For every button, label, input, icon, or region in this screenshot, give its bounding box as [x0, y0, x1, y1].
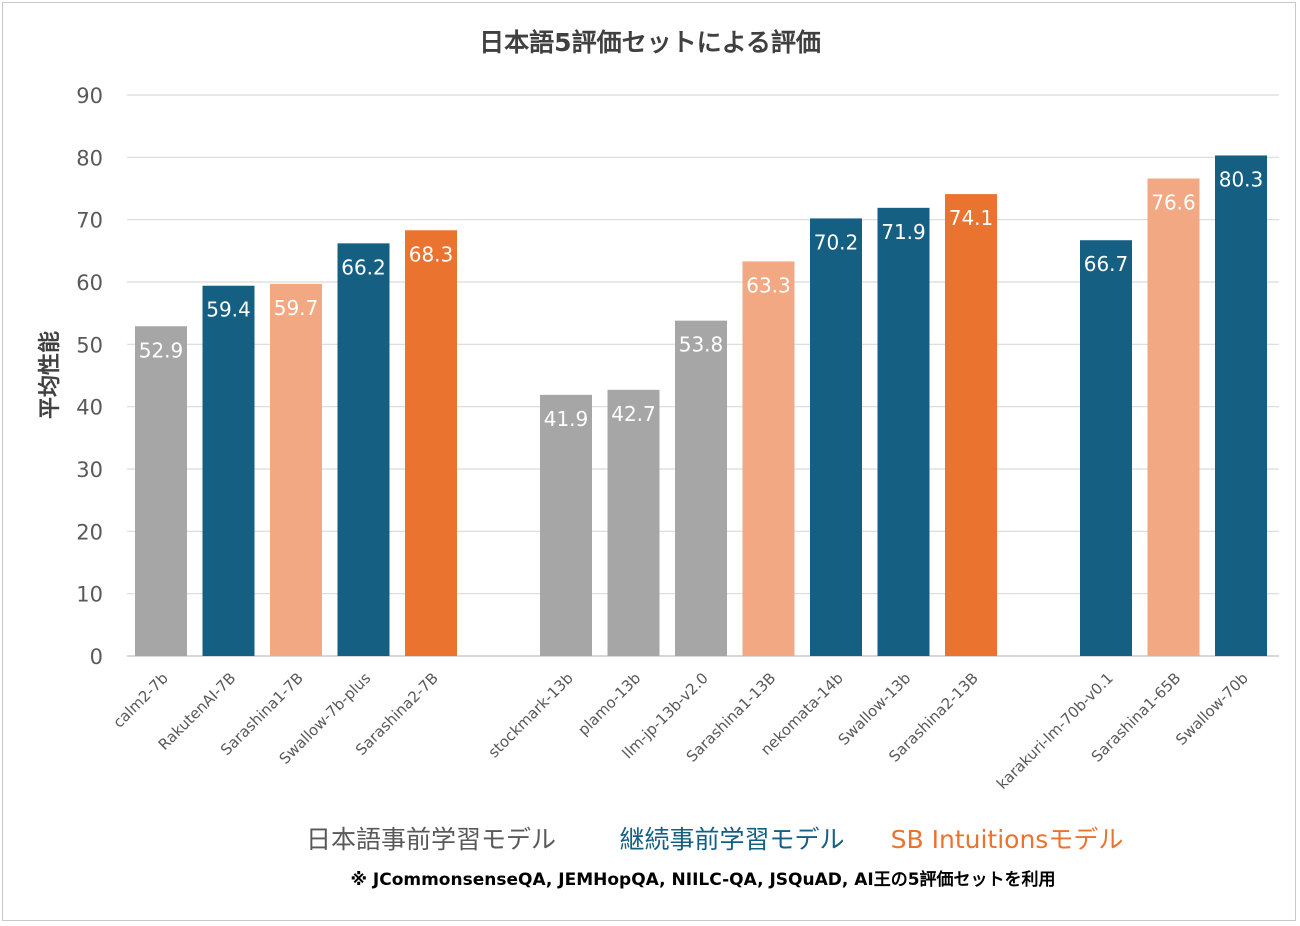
bar-value-label: 71.9 — [881, 220, 926, 244]
y-axis-label: 平均性能 — [37, 331, 63, 419]
bar-Sarashina2-13B — [945, 194, 997, 657]
x-tick-label: calm2-7b — [109, 669, 171, 731]
x-tick-label: plamo-13b — [574, 669, 644, 739]
legend-item-sbi-v2: SB Intuitionsモデル — [891, 825, 1124, 854]
bar-value-label: 68.3 — [409, 242, 454, 266]
bar-calm2-7b — [135, 326, 187, 656]
y-tick-label: 30 — [76, 458, 103, 482]
bar-value-label: 41.9 — [544, 407, 589, 431]
y-tick-label: 60 — [76, 271, 103, 295]
bar-value-label: 80.3 — [1219, 167, 1264, 191]
y-tick-label: 70 — [76, 209, 103, 233]
bar-value-label: 66.7 — [1084, 252, 1129, 276]
y-tick-label: 90 — [76, 84, 103, 108]
chart-title: 日本語5評価セットによる評価 — [479, 28, 821, 57]
bar-karakuri-lm-70b-v0.1 — [1080, 240, 1132, 656]
y-tick-label: 0 — [90, 645, 103, 669]
bar-value-label: 66.2 — [341, 255, 386, 279]
bar-Sarashina1-65B — [1147, 178, 1200, 656]
bar-value-label: 63.3 — [746, 273, 791, 297]
x-tick-label: karakuri-lm-70b-v0.1 — [993, 669, 1117, 793]
bar-nekomata-14b — [810, 218, 862, 657]
y-tick-label: 50 — [76, 333, 103, 357]
bar-value-label: 52.9 — [139, 338, 184, 362]
bar-chart: 日本語5評価セットによる評価 平均性能 0102030405060708090 … — [37, 28, 1279, 890]
legend-item-continual: 継続事前学習モデル — [619, 825, 844, 854]
bar-plamo-13b — [607, 389, 660, 656]
bar-Swallow-70b — [1215, 155, 1267, 657]
y-tick-label: 10 — [76, 583, 103, 607]
y-tick-label: 20 — [76, 520, 103, 544]
y-tick-label: 80 — [76, 146, 103, 170]
bar-value-labels: 52.9 59.4 59.7 66.2 68.3 41.9 42.7 53.8 63.3 70.2… — [139, 167, 1264, 430]
bar-llm-jp-13b-v2.0 — [675, 320, 727, 656]
bar-RakutenAI-7B — [202, 285, 255, 656]
bar-value-label: 76.6 — [1151, 191, 1196, 215]
bar-value-label: 74.1 — [949, 206, 994, 230]
bar-value-label: 70.2 — [814, 230, 859, 254]
x-tick-label: stockmark-13b — [485, 669, 577, 761]
bar-Sarashina1-7B — [270, 283, 322, 656]
bars — [135, 155, 1267, 657]
footnote: ※ JCommonsenseQA, JEMHopQA, NIILC-QA, JS… — [350, 869, 1055, 890]
bar-Swallow-7b-plus — [337, 243, 390, 656]
bar-Swallow-13b — [877, 207, 930, 656]
y-tick-labels: 0 10 20 30 40 50 60 70 80 90 — [76, 84, 103, 669]
legend: 日本語事前学習モデル 継続事前学習モデル SB Intuitionsモデル — [306, 825, 1123, 854]
bar-Sarashina2-7B — [405, 230, 457, 656]
y-tick-label: 40 — [76, 396, 103, 420]
bar-value-label: 42.7 — [611, 402, 656, 426]
bar-value-label: 53.8 — [679, 333, 724, 357]
legend-item-japanese: 日本語事前学習モデル — [306, 825, 556, 854]
x-tick-labels: calm2-7bRakutenAI-7BSarashina1-7BSwallow… — [109, 669, 1251, 793]
bar-stockmark-13b — [540, 394, 592, 656]
x-tick-label: Swallow-70b — [1172, 669, 1252, 749]
bar-Sarashina1-13B — [742, 261, 795, 656]
bar-value-label: 59.7 — [274, 296, 319, 320]
bar-value-label: 59.4 — [206, 298, 251, 322]
